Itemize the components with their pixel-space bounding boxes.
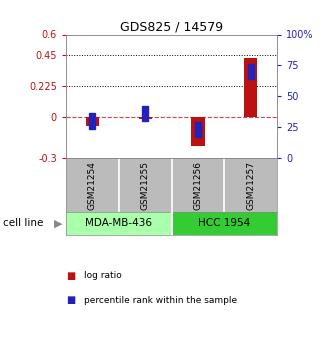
Bar: [172, 213, 277, 235]
Bar: [191, 117, 205, 146]
Bar: [89, 114, 95, 128]
Bar: [244, 58, 257, 117]
Text: GSM21255: GSM21255: [141, 161, 150, 210]
Bar: [86, 117, 99, 127]
Text: ■: ■: [66, 295, 75, 305]
Bar: [248, 64, 254, 79]
Text: percentile rank within the sample: percentile rank within the sample: [84, 296, 237, 305]
Text: cell line: cell line: [3, 218, 44, 228]
Text: GSM21254: GSM21254: [88, 161, 97, 210]
Bar: [66, 213, 172, 235]
Text: ▶: ▶: [53, 218, 62, 228]
Text: log ratio: log ratio: [84, 272, 122, 280]
Text: ■: ■: [66, 271, 75, 281]
Bar: [139, 117, 152, 119]
Bar: [195, 122, 201, 137]
Text: HCC 1954: HCC 1954: [198, 218, 250, 228]
Text: MDA-MB-436: MDA-MB-436: [85, 218, 152, 228]
Title: GDS825 / 14579: GDS825 / 14579: [120, 20, 223, 33]
Text: GSM21256: GSM21256: [193, 161, 203, 210]
Text: GSM21257: GSM21257: [246, 161, 255, 210]
Bar: [142, 106, 148, 121]
